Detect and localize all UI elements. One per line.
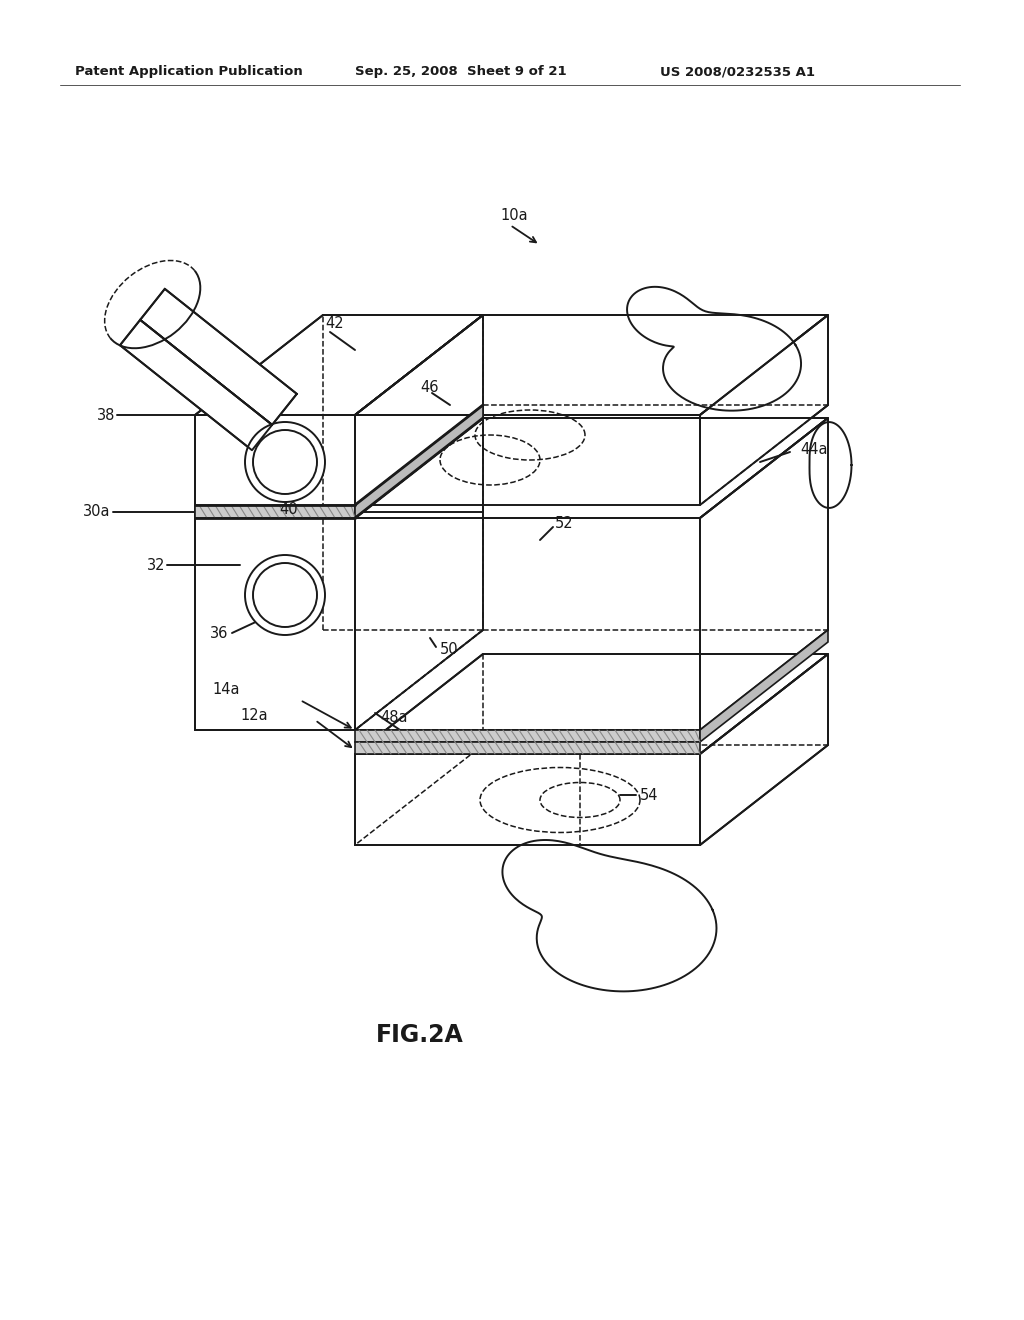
Polygon shape	[355, 418, 828, 517]
Text: 32: 32	[146, 557, 165, 573]
Text: US 2008/0232535 A1: US 2008/0232535 A1	[660, 66, 815, 78]
Text: 44a: 44a	[800, 442, 827, 458]
Text: 30a: 30a	[83, 504, 110, 520]
Text: Sep. 25, 2008  Sheet 9 of 21: Sep. 25, 2008 Sheet 9 of 21	[355, 66, 566, 78]
Text: Patent Application Publication: Patent Application Publication	[75, 66, 303, 78]
Polygon shape	[700, 630, 828, 742]
Circle shape	[253, 564, 317, 627]
Text: 42: 42	[325, 315, 344, 330]
Polygon shape	[810, 422, 852, 508]
Polygon shape	[700, 315, 828, 506]
Polygon shape	[355, 315, 483, 730]
Text: 38: 38	[96, 408, 115, 422]
Text: 36: 36	[210, 626, 228, 640]
Polygon shape	[195, 414, 355, 730]
Polygon shape	[195, 506, 355, 517]
Polygon shape	[195, 315, 483, 414]
Text: 46: 46	[420, 380, 438, 396]
Text: 54: 54	[640, 788, 658, 803]
Polygon shape	[355, 742, 700, 754]
Polygon shape	[355, 414, 700, 506]
Polygon shape	[355, 730, 700, 742]
Polygon shape	[355, 405, 483, 517]
Polygon shape	[355, 653, 828, 754]
Polygon shape	[140, 289, 297, 425]
Polygon shape	[627, 286, 801, 411]
Polygon shape	[700, 418, 828, 730]
Polygon shape	[700, 653, 828, 845]
Text: 52: 52	[555, 516, 573, 531]
Text: FIG.2A: FIG.2A	[376, 1023, 464, 1047]
Circle shape	[245, 554, 325, 635]
Text: 50: 50	[440, 643, 459, 657]
Polygon shape	[355, 517, 700, 730]
Text: 14a: 14a	[213, 682, 240, 697]
Polygon shape	[355, 754, 700, 845]
Text: 10a: 10a	[500, 207, 527, 223]
Text: 40: 40	[280, 503, 298, 517]
Text: 12a: 12a	[241, 708, 268, 722]
Polygon shape	[355, 315, 828, 414]
Circle shape	[253, 430, 317, 494]
Circle shape	[245, 422, 325, 502]
Polygon shape	[503, 840, 717, 991]
Polygon shape	[120, 319, 272, 450]
Text: 48a: 48a	[380, 710, 408, 725]
